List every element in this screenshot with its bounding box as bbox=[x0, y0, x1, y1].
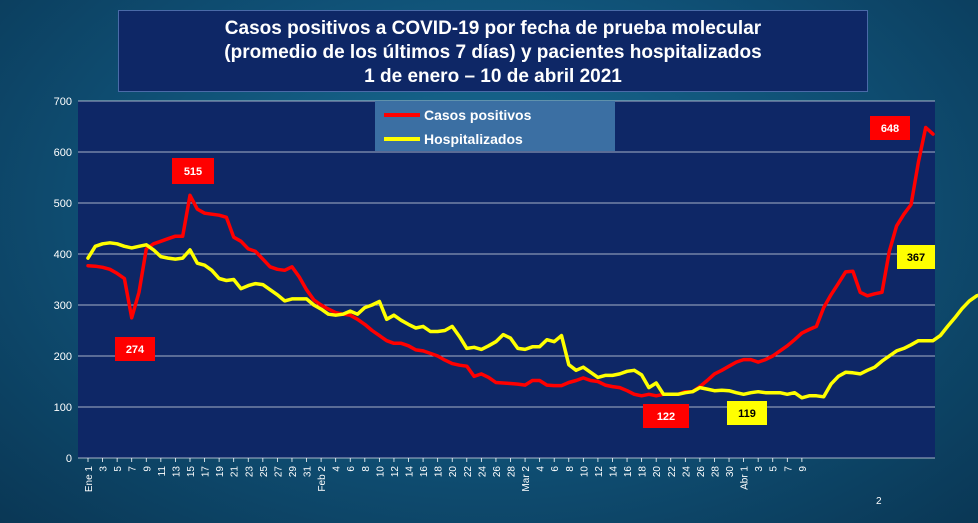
data-label-122: 122 bbox=[643, 404, 689, 428]
x-tick-label: 12 bbox=[390, 466, 401, 478]
x-tick-label: 26 bbox=[696, 466, 707, 478]
data-label-text: 367 bbox=[907, 252, 925, 264]
data-label-box bbox=[643, 404, 689, 428]
plot-area bbox=[78, 101, 935, 458]
data-label-648: 648 bbox=[870, 116, 910, 140]
x-tick-label: 10 bbox=[579, 466, 590, 478]
legend-label: Hospitalizados bbox=[424, 131, 523, 147]
title-line-1: Casos positivos a COVID-19 por fecha de … bbox=[224, 18, 762, 39]
y-tick-label: 400 bbox=[54, 249, 72, 261]
x-tick-label: 10 bbox=[375, 466, 386, 478]
x-tick-label: 8 bbox=[361, 466, 372, 472]
data-label-274: 274 bbox=[115, 337, 155, 361]
data-label-box bbox=[172, 158, 214, 184]
x-tick-label: Feb 2 bbox=[317, 466, 328, 492]
data-label-367: 367 bbox=[897, 245, 935, 269]
series-line-casos-positivos bbox=[86, 125, 935, 398]
x-tick-label: 4 bbox=[332, 466, 343, 472]
x-tick-label: 15 bbox=[186, 466, 197, 478]
x-tick-label: 12 bbox=[594, 466, 605, 478]
x-tick-label: 4 bbox=[536, 466, 547, 472]
y-tick-label: 600 bbox=[54, 147, 72, 159]
x-tick-label: 20 bbox=[448, 466, 459, 478]
x-tick-label: 5 bbox=[769, 466, 780, 472]
data-label-119: 119 bbox=[727, 401, 767, 425]
x-tick-label: 7 bbox=[783, 466, 794, 472]
x-tick-label: 22 bbox=[667, 466, 678, 478]
x-tick-label: 9 bbox=[142, 466, 153, 472]
legend-box bbox=[375, 101, 615, 151]
data-label-text: 122 bbox=[657, 411, 675, 423]
legend: Casos positivos Hospitalizados bbox=[375, 101, 615, 151]
y-tick-label: 100 bbox=[54, 402, 72, 414]
x-tick-label: Ene 1 bbox=[84, 466, 95, 493]
x-tick-label: 27 bbox=[273, 466, 284, 478]
x-tick-label: 8 bbox=[565, 466, 576, 472]
x-tick-label: 14 bbox=[608, 466, 619, 478]
x-tick-label: 13 bbox=[171, 466, 182, 478]
x-tick-label: 17 bbox=[201, 466, 212, 478]
x-tick-label: 16 bbox=[623, 466, 634, 478]
x-tick-label: 21 bbox=[230, 466, 241, 478]
data-label-box bbox=[727, 401, 767, 425]
x-tick-label: 7 bbox=[128, 466, 139, 472]
data-label-box bbox=[870, 116, 910, 140]
x-tick-label: 20 bbox=[652, 466, 663, 478]
x-tick-label: 6 bbox=[550, 466, 561, 472]
x-tick-label: 18 bbox=[638, 466, 649, 478]
x-tick-label: 3 bbox=[754, 466, 765, 472]
x-tick-label: 26 bbox=[492, 466, 503, 478]
x-tick-label: 11 bbox=[157, 466, 168, 477]
chart-title: Casos positivos a COVID-19 por fecha de … bbox=[118, 10, 868, 92]
x-tick-label: 16 bbox=[419, 466, 430, 478]
x-tick-label: 3 bbox=[99, 466, 110, 472]
x-tick-label: 29 bbox=[288, 466, 299, 478]
data-label-text: 515 bbox=[184, 166, 202, 178]
data-label-text: 274 bbox=[126, 344, 145, 356]
x-tick-label: 6 bbox=[346, 466, 357, 472]
x-tick-label: Mar 2 bbox=[521, 466, 532, 492]
data-label-box bbox=[115, 337, 155, 361]
x-tick-label: 28 bbox=[507, 466, 518, 478]
x-tick-label: 19 bbox=[215, 466, 226, 478]
x-tick-label: 23 bbox=[244, 466, 255, 478]
y-tick-label: 300 bbox=[54, 300, 72, 312]
x-tick-label: 25 bbox=[259, 466, 270, 478]
title-line-3: 1 de enero – 10 de abril 2021 bbox=[364, 66, 622, 87]
slide-number: 2 bbox=[876, 496, 882, 507]
y-tick-label: 200 bbox=[54, 351, 72, 363]
series-line-hospitalizados bbox=[86, 241, 978, 400]
x-tick-label: 30 bbox=[725, 466, 736, 478]
y-tick-label: 700 bbox=[54, 96, 72, 108]
x-tick-label: 5 bbox=[113, 466, 124, 472]
x-tick-label: 24 bbox=[477, 466, 488, 478]
x-tick-label: 9 bbox=[798, 466, 809, 472]
x-tick-label: 18 bbox=[434, 466, 445, 478]
y-tick-label: 0 bbox=[66, 453, 72, 465]
x-tick-label: Abr 1 bbox=[740, 466, 751, 490]
x-tick-label: 24 bbox=[681, 466, 692, 478]
x-tick-label: 31 bbox=[303, 466, 314, 478]
x-tick-label: 14 bbox=[405, 466, 416, 478]
data-label-text: 119 bbox=[738, 408, 756, 420]
data-label-text: 648 bbox=[881, 123, 899, 135]
y-tick-label: 500 bbox=[54, 198, 72, 210]
legend-label: Casos positivos bbox=[424, 107, 532, 123]
x-tick-label: 28 bbox=[710, 466, 721, 478]
data-label-515: 515 bbox=[172, 158, 214, 184]
x-tick-label: 22 bbox=[463, 466, 474, 478]
data-label-box bbox=[897, 245, 935, 269]
title-line-2: (promedio de los últimos 7 días) y pacie… bbox=[224, 42, 762, 63]
